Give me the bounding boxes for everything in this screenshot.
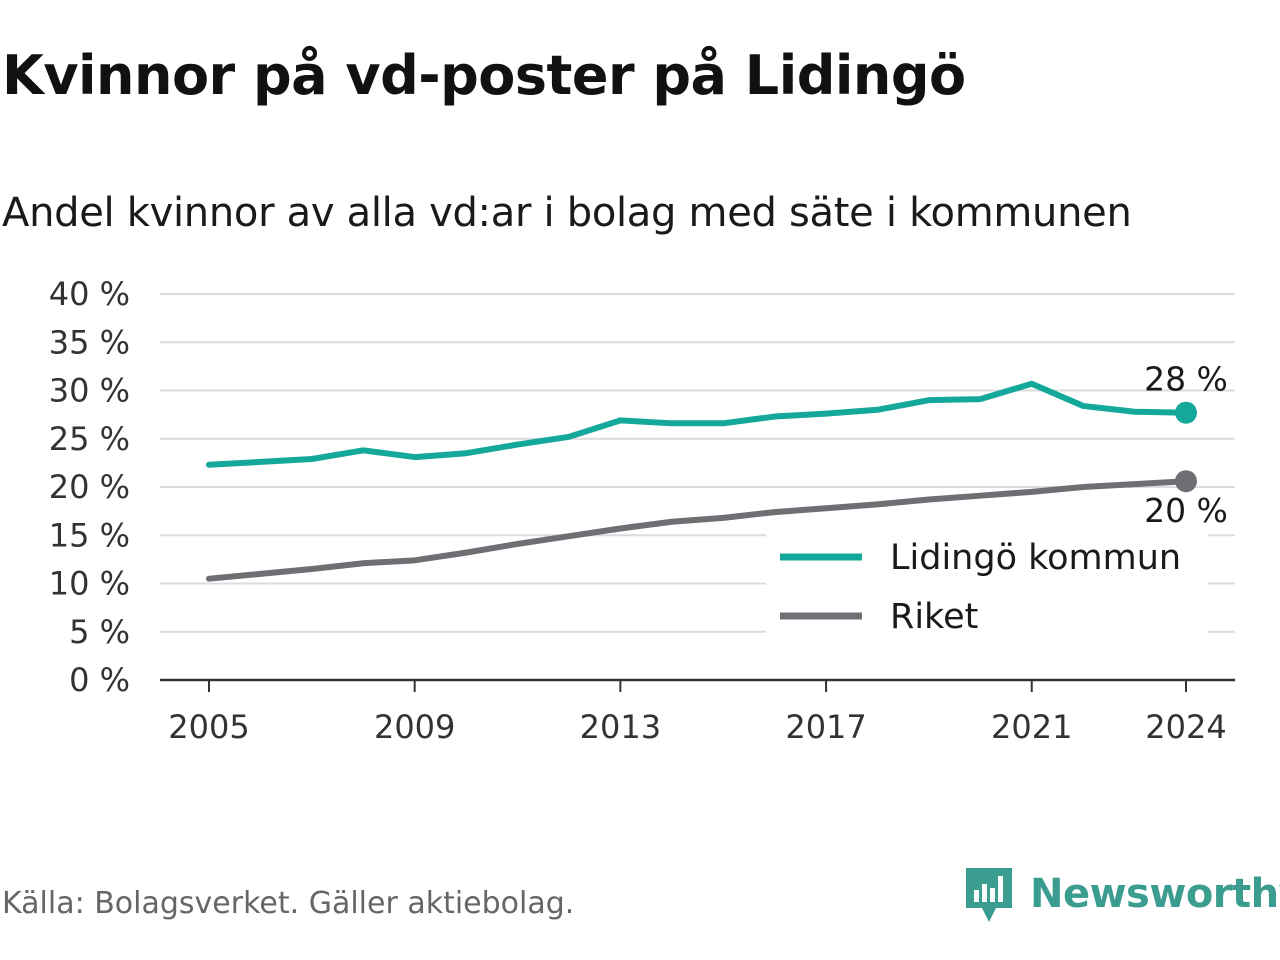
y-axis-ticks: 0 % 5 % 10 % 15 % 20 % 25 % 30 % 35 % 40 % [49,275,130,699]
x-tick-label: 2009 [374,708,455,746]
x-tick-label: 2005 [168,708,249,746]
y-tick-label: 25 % [49,420,130,458]
legend: Lidingö kommun Riket [766,532,1208,637]
end-point-1 [1175,470,1197,493]
newsworthy-logo-icon [966,868,1012,922]
x-tick-label: 2017 [785,708,866,746]
x-tick-label: 2013 [580,708,661,746]
y-tick-label: 20 % [49,468,130,506]
y-tick-label: 5 % [69,613,130,651]
brand-logo: Newsworthy [964,862,1280,926]
chart-subtitle: Andel kvinnor av alla vd:ar i bolag med … [2,190,1132,236]
series-line-0 [206,380,1189,468]
end-value-label: 28 % [1144,360,1228,399]
y-tick-label: 0 % [69,661,130,699]
chart-title: Kvinnor på vd-poster på Lidingö [2,44,966,107]
brand-name: Newsworthy [1030,871,1280,917]
y-tick-label: 30 % [49,372,130,410]
y-tick-label: 15 % [49,516,130,554]
legend-label: Lidingö kommun [890,538,1181,578]
x-axis: 2005 2009 2013 2017 2021 2024 [160,678,1235,746]
end-point-0 [1175,401,1197,424]
series-lines: 20 % 28 % [206,360,1228,582]
source-note: Källa: Bolagsverket. Gäller aktiebolag. [2,886,575,921]
y-tick-label: 40 % [49,275,130,313]
x-tick-label: 2024 [1145,708,1226,746]
legend-label: Riket [890,597,978,637]
end-value-label: 20 % [1144,491,1228,530]
y-tick-label: 35 % [49,323,130,361]
y-tick-label: 10 % [49,565,130,603]
x-tick-label: 2021 [991,708,1072,746]
series-line-1 [206,478,1189,582]
